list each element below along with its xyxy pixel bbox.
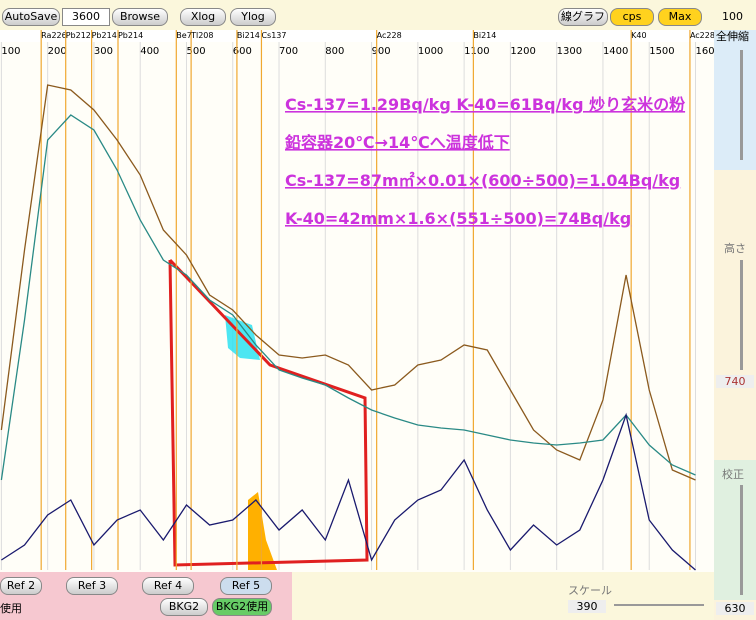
- max-button[interactable]: Max: [658, 8, 702, 26]
- x-tick-label: 700: [279, 46, 298, 57]
- height-value: 740: [716, 375, 754, 388]
- zoom-all-label: 全伸縮: [716, 30, 749, 43]
- calib-slider[interactable]: [740, 485, 743, 595]
- x-tick-label: 1600: [695, 46, 714, 57]
- peak-label: Pb214: [118, 31, 143, 40]
- ref3-button[interactable]: Ref 3: [66, 577, 118, 595]
- peak-label: K40: [631, 31, 646, 40]
- cps-button[interactable]: cps: [610, 8, 654, 26]
- bottom-panel: [292, 572, 714, 620]
- peak-label: Bi214: [237, 31, 260, 40]
- peak-label: Pb214: [92, 31, 117, 40]
- peak-label: Cs137: [261, 31, 286, 40]
- annotation: K-40=42mm×1.6×(551÷500)=74Bq/kg: [285, 209, 631, 228]
- side-panel-calib: [714, 460, 756, 600]
- x-tick-label: 100: [1, 46, 20, 57]
- ref4-button[interactable]: Ref 4: [142, 577, 194, 595]
- zoom-slider[interactable]: [740, 50, 743, 160]
- axis-band: [0, 30, 714, 42]
- scale-slider[interactable]: [614, 604, 704, 606]
- spectrum-line: [0, 114, 696, 481]
- peak-label: Tl208: [190, 31, 213, 40]
- peak-label: Bi214: [473, 31, 496, 40]
- height-label: 高さ: [724, 242, 746, 255]
- annotation: Cs-137=87m㎡×0.01×(600÷500)=1.04Bq/kg: [285, 171, 680, 190]
- x-tick-label: 800: [325, 46, 344, 57]
- x-tick-label: 200: [48, 46, 67, 57]
- x-tick-label: 1100: [464, 46, 489, 57]
- spectrum-line: [1, 412, 696, 571]
- x-tick-label: 300: [94, 46, 113, 57]
- use-label: 使用: [0, 602, 22, 615]
- autosave-button[interactable]: AutoSave: [2, 8, 60, 26]
- peak-label: Ac228: [377, 31, 402, 40]
- scale-value: 390: [568, 600, 606, 613]
- height-slider[interactable]: [740, 260, 743, 370]
- x-tick-label: 1500: [649, 46, 674, 57]
- x-tick-label: 500: [186, 46, 205, 57]
- peak-label: Ra226: [41, 31, 67, 40]
- ylog-button[interactable]: Ylog: [230, 8, 276, 26]
- x-tick-label: 900: [372, 46, 391, 57]
- annotation: Cs-137=1.29Bq/kg K-40=61Bq/kg 炒り玄米の粉: [285, 95, 685, 114]
- spectrum-plot: 100 200 300 400 500 600 700 800 900 1000 1100 1200 1…: [0, 30, 714, 572]
- x-tick-label: 1300: [557, 46, 582, 57]
- bkg2-button[interactable]: BKG2: [160, 598, 208, 616]
- browse-button[interactable]: Browse: [112, 8, 168, 26]
- peak-label: Pb212: [66, 31, 91, 40]
- ref5-button[interactable]: Ref 5: [220, 577, 272, 595]
- scale-label: スケール: [568, 584, 612, 597]
- xlog-button[interactable]: Xlog: [180, 8, 226, 26]
- bkg2-use-button[interactable]: BKG2使用: [212, 598, 272, 616]
- time-input[interactable]: 3600: [62, 8, 110, 26]
- x-tick-label: 600: [233, 46, 252, 57]
- top-value: 100: [722, 10, 743, 23]
- spectrum-line: [0, 84, 696, 481]
- x-tick-label: 400: [140, 46, 159, 57]
- peak-label: Ac228: [690, 31, 714, 40]
- side-panel-top: [714, 30, 756, 170]
- ref2-button[interactable]: Ref 2: [0, 577, 42, 595]
- region-outline: [168, 258, 369, 567]
- calib-value: 630: [716, 602, 754, 615]
- peak-label: Be7: [176, 31, 192, 40]
- x-tick-label: 1200: [510, 46, 535, 57]
- x-tick-label: 1400: [603, 46, 628, 57]
- x-tick-label: 1000: [418, 46, 443, 57]
- annotation: 鉛容器20℃→14℃へ温度低下: [285, 133, 510, 152]
- cs-net-area: [248, 492, 277, 570]
- graph-button[interactable]: 線グラフ: [558, 8, 608, 26]
- calib-label: 校正: [722, 468, 744, 481]
